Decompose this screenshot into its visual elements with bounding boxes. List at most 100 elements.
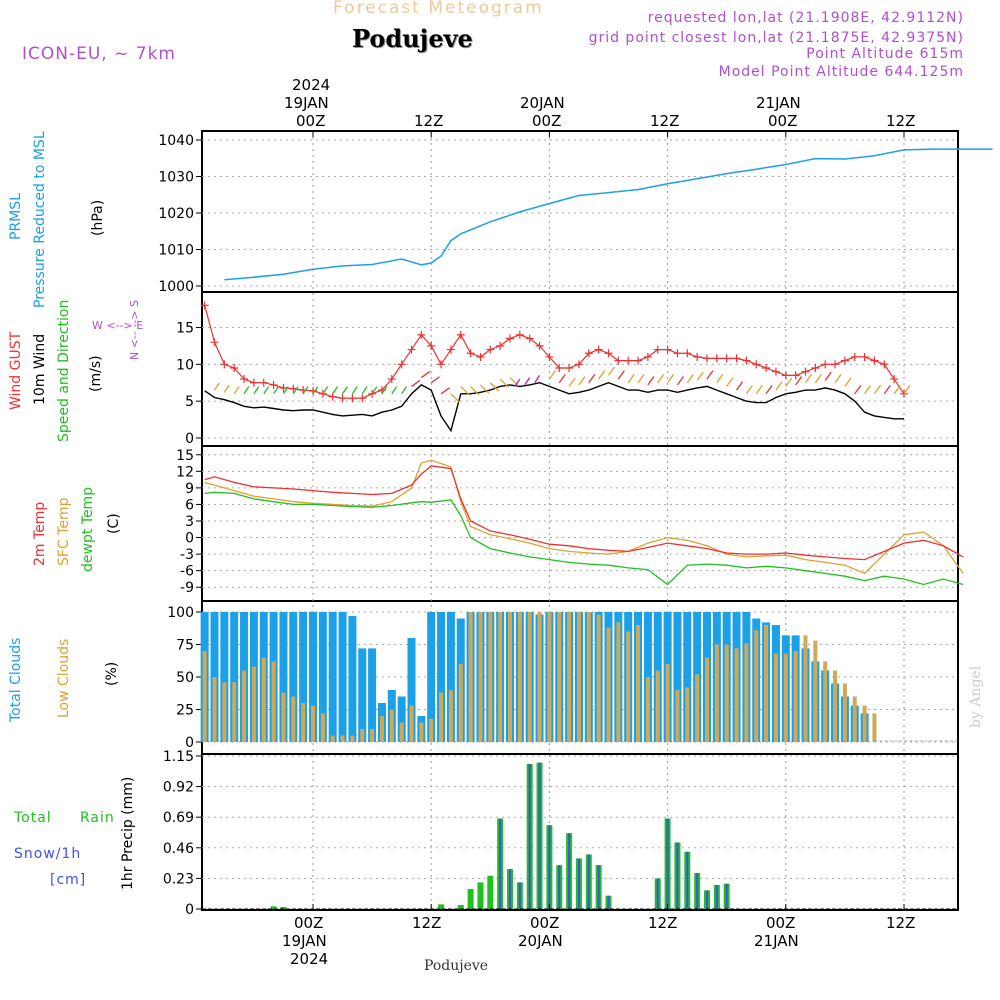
total-cloud-bar (299, 612, 308, 742)
low-cloud-bar (360, 729, 365, 742)
gust-marker (673, 349, 682, 358)
wind-arrow (243, 386, 250, 395)
top-day: 19JAN (284, 94, 329, 112)
gust-marker (584, 349, 593, 358)
gust-marker (525, 334, 534, 343)
gust-marker (771, 367, 780, 376)
low-cloud-bar (616, 622, 621, 742)
wind-arrow (696, 371, 704, 381)
total-cloud-bar (368, 648, 377, 742)
wind-arrow (401, 386, 407, 395)
gust-marker (515, 330, 524, 339)
gust-marker (249, 378, 258, 387)
wind-arrow (637, 373, 645, 384)
gust-marker (890, 375, 899, 384)
low-cloud-bar (330, 735, 335, 742)
gust-marker (446, 345, 455, 354)
total-cloud-bar (318, 612, 327, 742)
y-tick-label: 15 (176, 448, 194, 464)
rain-bar (457, 905, 464, 909)
low-cloud-bar (576, 612, 581, 742)
wind-arrow (381, 386, 388, 395)
total-cloud-bar (437, 612, 446, 742)
wind-arrow (716, 373, 724, 384)
gust-marker (860, 352, 869, 361)
top-hour: 00Z (768, 112, 798, 130)
snow-bar (607, 895, 610, 909)
snow-bar (696, 873, 699, 909)
gust-marker (821, 360, 830, 369)
gust-marker (811, 364, 820, 372)
snow-bar (715, 885, 718, 909)
total-cloud-bar (338, 612, 347, 742)
gust-marker (634, 356, 643, 365)
top-day: 21JAN (756, 94, 801, 112)
y-tick-label: 1020 (158, 206, 194, 222)
wind-arrow (332, 386, 339, 395)
gust-marker (801, 367, 810, 376)
wind-arrow (489, 382, 500, 392)
low-cloud-bar (261, 657, 266, 742)
low-cloud-bar (872, 713, 877, 742)
wind-arrow (460, 385, 470, 396)
low-cloud-bar (370, 729, 375, 742)
wind-arrow (676, 376, 684, 386)
gust-marker (870, 356, 879, 365)
snow-bar (499, 818, 502, 909)
low-cloud-bar (517, 612, 522, 742)
snow-bar (597, 865, 600, 909)
wind-arrow (479, 384, 490, 394)
gust-marker (328, 392, 337, 401)
gust-marker (781, 371, 790, 380)
low-cloud-bar (596, 614, 601, 742)
gust-marker (437, 360, 446, 369)
low-cloud-bar (714, 644, 719, 742)
y-tick-label: 0.92 (163, 780, 194, 796)
y-tick-label: 75 (176, 638, 194, 654)
wind-arrow (854, 385, 862, 395)
wind-arrow (312, 386, 319, 395)
y-tick-label: 1030 (158, 170, 194, 186)
rain-bar (280, 907, 287, 909)
wind-arrow (755, 385, 763, 395)
low-cloud-bar (458, 664, 463, 742)
gust-marker (614, 356, 623, 365)
gust-marker (269, 380, 278, 389)
low-cloud-bar (636, 625, 641, 742)
wind-arrow (534, 375, 541, 383)
low-cloud-bar (419, 722, 424, 742)
snow-bar (587, 854, 590, 909)
wind-arrow (893, 385, 901, 395)
low-cloud-bar (448, 690, 453, 742)
gust-marker (604, 349, 613, 358)
wind-arrow (263, 386, 270, 395)
wind-arrow (273, 386, 279, 395)
low-cloud-bar (468, 612, 473, 742)
gust-marker (200, 301, 209, 310)
gust-marker (653, 345, 662, 354)
top-year: 2024 (292, 76, 331, 94)
low-cloud-bar (311, 705, 315, 742)
temp-2m-line (204, 465, 964, 561)
bottom-hour: 00Z (294, 914, 324, 932)
bottom-day: 19JAN (282, 932, 327, 950)
wind-arrow (568, 377, 576, 387)
total-cloud-bar (427, 612, 436, 742)
wind-arrow (765, 385, 773, 395)
gust-marker (732, 354, 741, 363)
wind-arrow (282, 386, 289, 395)
gust-marker (387, 375, 396, 384)
y-tick-label: 3 (185, 514, 194, 530)
low-cloud-bar (439, 692, 444, 742)
gust-marker (407, 345, 416, 354)
low-cloud-bar (567, 612, 572, 742)
y-tick-label: 0 (185, 531, 194, 547)
gust-marker (279, 383, 288, 392)
low-cloud-bar (862, 705, 867, 742)
top-hour: 00Z (296, 112, 326, 130)
total-cloud-bar (348, 615, 357, 742)
low-cloud-bar (557, 612, 562, 742)
low-cloud-bar (537, 612, 542, 742)
wind-arrow (253, 386, 260, 395)
wind-arrow (775, 381, 783, 391)
